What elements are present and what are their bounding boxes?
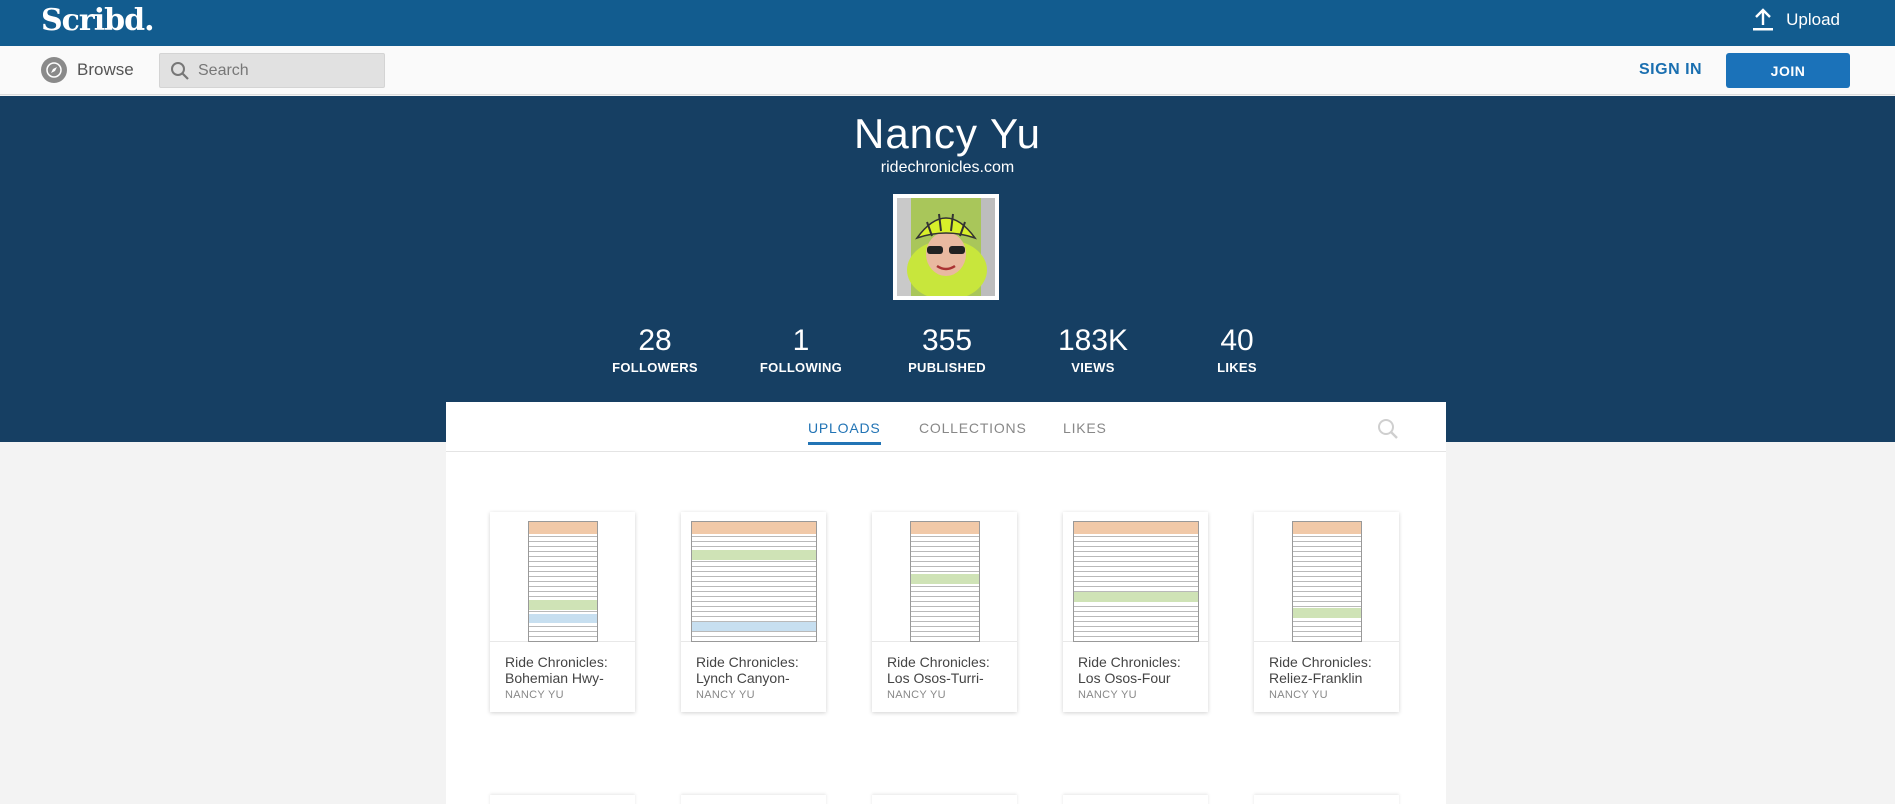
scribd-logo[interactable]: Scribd. — [41, 3, 155, 38]
stat-value: 40 — [1220, 324, 1254, 357]
preview-header — [691, 522, 816, 534]
document-thumbnail[interactable] — [490, 512, 635, 642]
preview-highlight — [1073, 592, 1198, 602]
search-icon[interactable] — [1376, 417, 1400, 446]
sign-in-link[interactable]: SIGN IN — [1639, 61, 1703, 78]
compass-icon — [41, 57, 67, 83]
document-author[interactable]: NANCY YU — [505, 689, 564, 701]
top-bar: Scribd. Upload — [0, 0, 1895, 46]
stat-value: 183K — [1057, 324, 1129, 357]
preview-highlight — [1292, 608, 1361, 618]
stat-label: PUBLISHED — [908, 360, 986, 375]
stat-label: LIKES — [1217, 360, 1257, 375]
tab-uploads[interactable]: UPLOADS — [808, 420, 881, 445]
document-title-line: Lynch Canyon- — [696, 670, 790, 686]
stat-likes: 40 LIKES — [1162, 324, 1312, 375]
document-card[interactable] — [490, 795, 635, 804]
nav-bar: Browse SIGN IN JOIN — [0, 46, 1895, 95]
document-title-line: Ride Chronicles: — [1269, 654, 1372, 670]
stat-label: FOLLOWERS — [612, 360, 698, 375]
tab-collections[interactable]: COLLECTIONS — [919, 420, 1027, 436]
document-preview — [527, 521, 598, 642]
profile-website-link[interactable]: ridechronicles.com — [880, 159, 1015, 176]
stat-label: VIEWS — [1071, 360, 1115, 375]
stat-followers[interactable]: 28 FOLLOWERS — [580, 324, 730, 375]
upload-button[interactable]: Upload — [1752, 8, 1840, 32]
document-author[interactable]: NANCY YU — [1269, 689, 1328, 701]
tab-likes[interactable]: LIKES — [1063, 420, 1107, 436]
document-author[interactable]: NANCY YU — [696, 689, 755, 701]
document-preview — [909, 521, 980, 642]
preview-highlight — [910, 574, 979, 584]
document-title-line: Los Osos-Turri- — [887, 670, 984, 686]
document-title-line: Ride Chronicles: — [696, 654, 799, 670]
document-preview — [1072, 521, 1199, 642]
document-preview — [690, 521, 817, 642]
preview-header — [910, 522, 979, 534]
document-title-line: Reliez-Franklin — [1269, 670, 1363, 686]
document-thumbnail[interactable] — [1063, 512, 1208, 642]
stat-value: 28 — [638, 324, 672, 357]
document-card[interactable]: Ride Chronicles: Los Osos-Four NANCY YU — [1063, 512, 1208, 712]
document-card[interactable]: Ride Chronicles: Reliez-Franklin NANCY Y… — [1254, 512, 1399, 712]
stat-value: 1 — [792, 324, 810, 357]
search-icon — [171, 61, 189, 80]
document-card[interactable] — [872, 795, 1017, 804]
preview-header — [1292, 522, 1361, 534]
browse-label: Browse — [77, 60, 134, 79]
upload-icon — [1753, 8, 1774, 31]
document-title-line: Ride Chronicles: — [505, 654, 608, 670]
document-title[interactable]: Ride Chronicles: Los Osos-Four — [1063, 642, 1208, 688]
preview-highlight — [528, 600, 597, 610]
stat-published: 355 PUBLISHED — [872, 324, 1022, 375]
document-card[interactable]: Ride Chronicles: Lynch Canyon- NANCY YU — [681, 512, 826, 712]
document-thumbnail[interactable] — [872, 512, 1017, 642]
browse-button[interactable]: Browse — [41, 57, 134, 83]
profile-header: Nancy Yu ridechronicles.com 28 FOLLOWERS… — [0, 96, 1895, 442]
profile-name: Nancy Yu — [853, 110, 1041, 157]
preview-highlight — [528, 614, 597, 623]
document-card[interactable]: Ride Chronicles: Los Osos-Turri- NANCY Y… — [872, 512, 1017, 712]
upload-label: Upload — [1786, 10, 1840, 29]
document-title[interactable]: Ride Chronicles: Bohemian Hwy- — [490, 642, 635, 688]
stat-value: 355 — [921, 324, 973, 357]
preview-header — [528, 522, 597, 534]
search-input[interactable] — [198, 61, 368, 80]
preview-highlight — [691, 622, 816, 631]
document-title-line: Bohemian Hwy- — [505, 670, 604, 686]
document-thumbnail[interactable] — [681, 512, 826, 642]
document-preview — [1291, 521, 1362, 642]
document-title-line: Ride Chronicles: — [887, 654, 990, 670]
content-panel: UPLOADS COLLECTIONS LIKES Ride Chronicle… — [446, 402, 1446, 804]
document-author[interactable]: NANCY YU — [1078, 689, 1137, 701]
document-title-line: Ride Chronicles: — [1078, 654, 1181, 670]
stat-views: 183K VIEWS — [1018, 324, 1168, 375]
document-thumbnail[interactable] — [1254, 512, 1399, 642]
document-title[interactable]: Ride Chronicles: Los Osos-Turri- — [872, 642, 1017, 688]
profile-stats: 28 FOLLOWERS 1 FOLLOWING 355 PUBLISHED 1… — [580, 324, 1308, 384]
document-title[interactable]: Ride Chronicles: Reliez-Franklin — [1254, 642, 1399, 688]
document-card[interactable] — [1254, 795, 1399, 804]
document-title-line: Los Osos-Four — [1078, 670, 1171, 686]
profile-tabs: UPLOADS COLLECTIONS LIKES — [446, 402, 1446, 452]
document-author[interactable]: NANCY YU — [887, 689, 946, 701]
avatar-photo — [897, 198, 995, 296]
document-card[interactable] — [681, 795, 826, 804]
document-card[interactable] — [1063, 795, 1208, 804]
preview-highlight — [691, 550, 816, 560]
stat-following[interactable]: 1 FOLLOWING — [726, 324, 876, 375]
document-card[interactable]: Ride Chronicles: Bohemian Hwy- NANCY YU — [490, 512, 635, 712]
avatar — [893, 194, 999, 300]
search-box[interactable] — [159, 53, 385, 88]
stat-label: FOLLOWING — [759, 360, 843, 375]
document-title[interactable]: Ride Chronicles: Lynch Canyon- — [681, 642, 826, 688]
join-button[interactable]: JOIN — [1726, 53, 1850, 88]
preview-header — [1073, 522, 1198, 534]
